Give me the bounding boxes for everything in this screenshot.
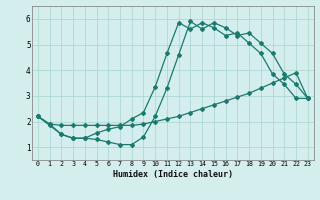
X-axis label: Humidex (Indice chaleur): Humidex (Indice chaleur) [113, 170, 233, 179]
